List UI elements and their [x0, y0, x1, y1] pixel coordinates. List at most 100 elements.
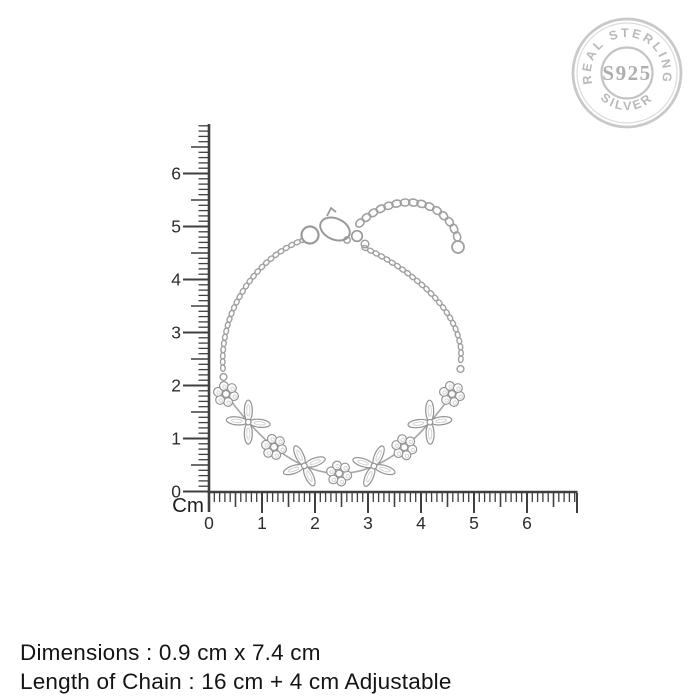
- chain-link: [427, 289, 435, 298]
- gem-round: [336, 476, 347, 487]
- gem-round: [223, 397, 234, 408]
- chain-link: [457, 355, 464, 364]
- chain-link: [277, 247, 285, 255]
- chain-link: [282, 244, 290, 252]
- gem-facet: [408, 439, 413, 445]
- stamp-center-circle: [600, 46, 654, 100]
- gem-facet: [253, 421, 266, 426]
- chain-link: [435, 299, 443, 307]
- chain-link: [242, 282, 250, 290]
- gem-facet: [331, 477, 337, 483]
- dimensions-text: Dimensions : 0.9 cm x 7.4 cm: [20, 640, 321, 665]
- gem-round: [401, 450, 412, 461]
- gem-round: [370, 462, 378, 470]
- gem-facet: [222, 384, 227, 389]
- gem-marquise: [425, 422, 435, 445]
- gem-round: [405, 436, 416, 447]
- gem-round: [397, 434, 408, 445]
- chain-link: [439, 303, 447, 312]
- gem-facet: [329, 469, 334, 475]
- extension-chain-link: [383, 201, 394, 211]
- horizontal-ruler-label: 6: [522, 513, 532, 533]
- vertical-ruler-label: 6: [171, 164, 181, 184]
- gem-facet: [412, 421, 425, 426]
- gem-round: [274, 436, 285, 447]
- gem-facet: [274, 453, 279, 458]
- gem-facet: [394, 443, 400, 448]
- extension-chain-link: [416, 199, 428, 209]
- chain-link: [246, 277, 254, 285]
- gem-facet: [444, 398, 449, 403]
- horizontal-ruler-label: 0: [204, 513, 214, 533]
- ruler-unit-label: Cm: [172, 494, 204, 517]
- chain-link: [413, 277, 421, 285]
- connector-ring: [350, 229, 364, 243]
- chain-link: [219, 364, 226, 373]
- clasp-trigger: [326, 207, 337, 217]
- gem-round: [391, 440, 402, 451]
- marquise-leaf-cluster: [282, 445, 326, 487]
- gem-marquise: [425, 399, 435, 422]
- gem-facet: [278, 439, 283, 444]
- gem-round: [244, 418, 252, 426]
- gem-round: [261, 439, 272, 450]
- gem-facet: [435, 418, 448, 423]
- chain-length-text: Length of Chain : 16 cm + 4 cm Adjustabl…: [20, 669, 452, 694]
- gem-facet: [448, 384, 453, 389]
- extension-chain-link: [449, 223, 459, 235]
- gem-round: [439, 386, 450, 397]
- flower-garland: [213, 381, 466, 487]
- extension-end-ring: [451, 240, 465, 254]
- chain-link: [262, 259, 270, 267]
- extension-chain-link: [444, 216, 455, 227]
- horizontal-ruler-label: 2: [310, 513, 320, 533]
- flower-cluster: [326, 460, 353, 487]
- horizontal-ruler-label: 4: [416, 513, 426, 533]
- gem-marquise: [243, 399, 253, 422]
- gem-facet: [339, 479, 345, 485]
- vertical-ruler-label: 1: [171, 429, 181, 449]
- chain-link: [431, 294, 439, 302]
- gem-facet: [306, 470, 313, 482]
- gem-facet: [226, 400, 231, 405]
- gem-facet: [296, 449, 303, 461]
- gem-round: [452, 383, 463, 394]
- gem-round: [269, 442, 279, 452]
- clasp-knob: [343, 236, 351, 244]
- vertical-ruler-label: 0: [171, 482, 181, 502]
- chain-link: [403, 269, 412, 277]
- chain-link: [408, 273, 417, 281]
- horizontal-ruler-label: 1: [257, 513, 267, 533]
- gem-facet: [246, 427, 251, 440]
- gem-round: [447, 389, 457, 399]
- gem-facet: [335, 463, 340, 469]
- gem-facet: [246, 404, 251, 417]
- jump-ring: [300, 225, 320, 245]
- chain-bead: [219, 372, 228, 382]
- flower-cluster: [391, 434, 418, 461]
- gem-round: [332, 460, 343, 471]
- gem-round: [426, 418, 434, 426]
- gem-facet: [357, 459, 369, 466]
- gem-facet: [309, 459, 321, 465]
- gem-marquise: [243, 422, 253, 445]
- gem-facet: [400, 437, 405, 442]
- extension-chain-link: [355, 218, 365, 228]
- gem-facet: [218, 398, 223, 403]
- gem-facet: [287, 466, 300, 473]
- gem-facet: [428, 427, 433, 440]
- gem-facet: [452, 400, 457, 405]
- gem-facet: [396, 451, 402, 456]
- lobster-clasp-icon: [300, 207, 370, 249]
- horizontal-ruler: 0 1 2 3 4 5 6: [204, 490, 578, 533]
- flower-cluster: [261, 433, 288, 461]
- chain-link: [443, 308, 451, 317]
- vertical-ruler-label: 3: [171, 323, 181, 343]
- gem-facet: [458, 394, 463, 399]
- vertical-ruler-label: 5: [171, 217, 181, 237]
- extension-chain-link: [368, 208, 379, 218]
- gem-round: [213, 386, 224, 397]
- clasp-body: [319, 216, 351, 242]
- marquise-leaf-cluster: [352, 445, 396, 487]
